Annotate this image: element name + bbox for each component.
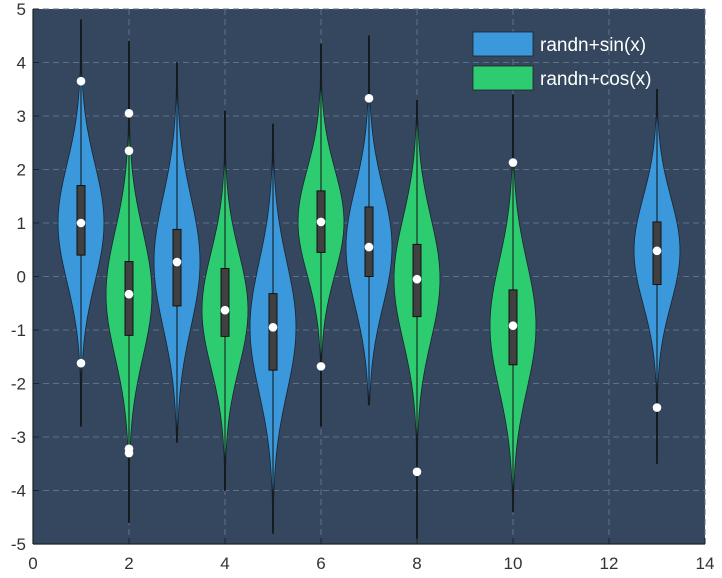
- violin-median-point: [220, 305, 230, 315]
- legend-label-cos: randn+cos(x): [540, 69, 651, 90]
- y-tick-label: 0: [17, 268, 26, 287]
- y-tick-label: -5: [11, 535, 26, 554]
- violins: [57, 19, 681, 540]
- legend: randn+sin(x) randn+cos(x): [472, 31, 651, 91]
- violin-iqr-box: [268, 293, 278, 371]
- x-tick-label: 0: [28, 554, 37, 573]
- y-tick-label: 4: [17, 54, 26, 73]
- violin-outlier-point: [412, 467, 422, 477]
- violin-outlier-point: [124, 109, 134, 118]
- violin-outlier-point: [76, 76, 86, 86]
- violin-iqr-box: [364, 206, 374, 277]
- violin-median-point: [316, 217, 326, 227]
- y-tick-label: 3: [17, 107, 26, 126]
- y-tick-label: 2: [17, 161, 26, 180]
- violin-median-point: [652, 246, 662, 256]
- y-tick-label: -4: [11, 482, 26, 501]
- x-tick-label: 4: [220, 554, 229, 573]
- legend-swatch-sin: [472, 31, 534, 57]
- x-tick-label: 2: [124, 554, 133, 573]
- violin-outlier-point: [76, 358, 86, 368]
- y-tick-label: -3: [11, 428, 26, 447]
- violin-iqr-box: [220, 267, 230, 337]
- y-tick-label: 5: [17, 0, 26, 19]
- violin-outlier-point: [364, 94, 374, 103]
- y-tick-label: 1: [17, 214, 26, 233]
- violin-median-point: [412, 274, 422, 284]
- legend-swatch-cos: [472, 65, 534, 91]
- violin-median-point: [124, 289, 134, 299]
- violin-outlier-point: [124, 146, 134, 156]
- violin-median-point: [76, 218, 86, 228]
- violin-iqr-box: [172, 228, 182, 307]
- x-tick-label: 10: [504, 554, 523, 573]
- x-tick-label: 12: [600, 554, 619, 573]
- x-tick-label: 6: [316, 554, 325, 573]
- legend-label-sin: randn+sin(x): [540, 35, 646, 56]
- violin-outlier-point: [508, 158, 518, 167]
- y-tick-label: -1: [11, 321, 26, 340]
- y-tick-label: -2: [11, 375, 26, 394]
- violin-outlier-point: [124, 448, 134, 458]
- violin-median-point: [172, 257, 182, 267]
- violin-median-point: [364, 242, 374, 252]
- x-tick-label: 14: [696, 554, 715, 573]
- violin-outlier-point: [316, 362, 326, 371]
- violin-median-point: [508, 321, 518, 331]
- violin-median-point: [268, 323, 278, 332]
- violin-outlier-point: [652, 403, 662, 412]
- x-tick-label: 8: [412, 554, 421, 573]
